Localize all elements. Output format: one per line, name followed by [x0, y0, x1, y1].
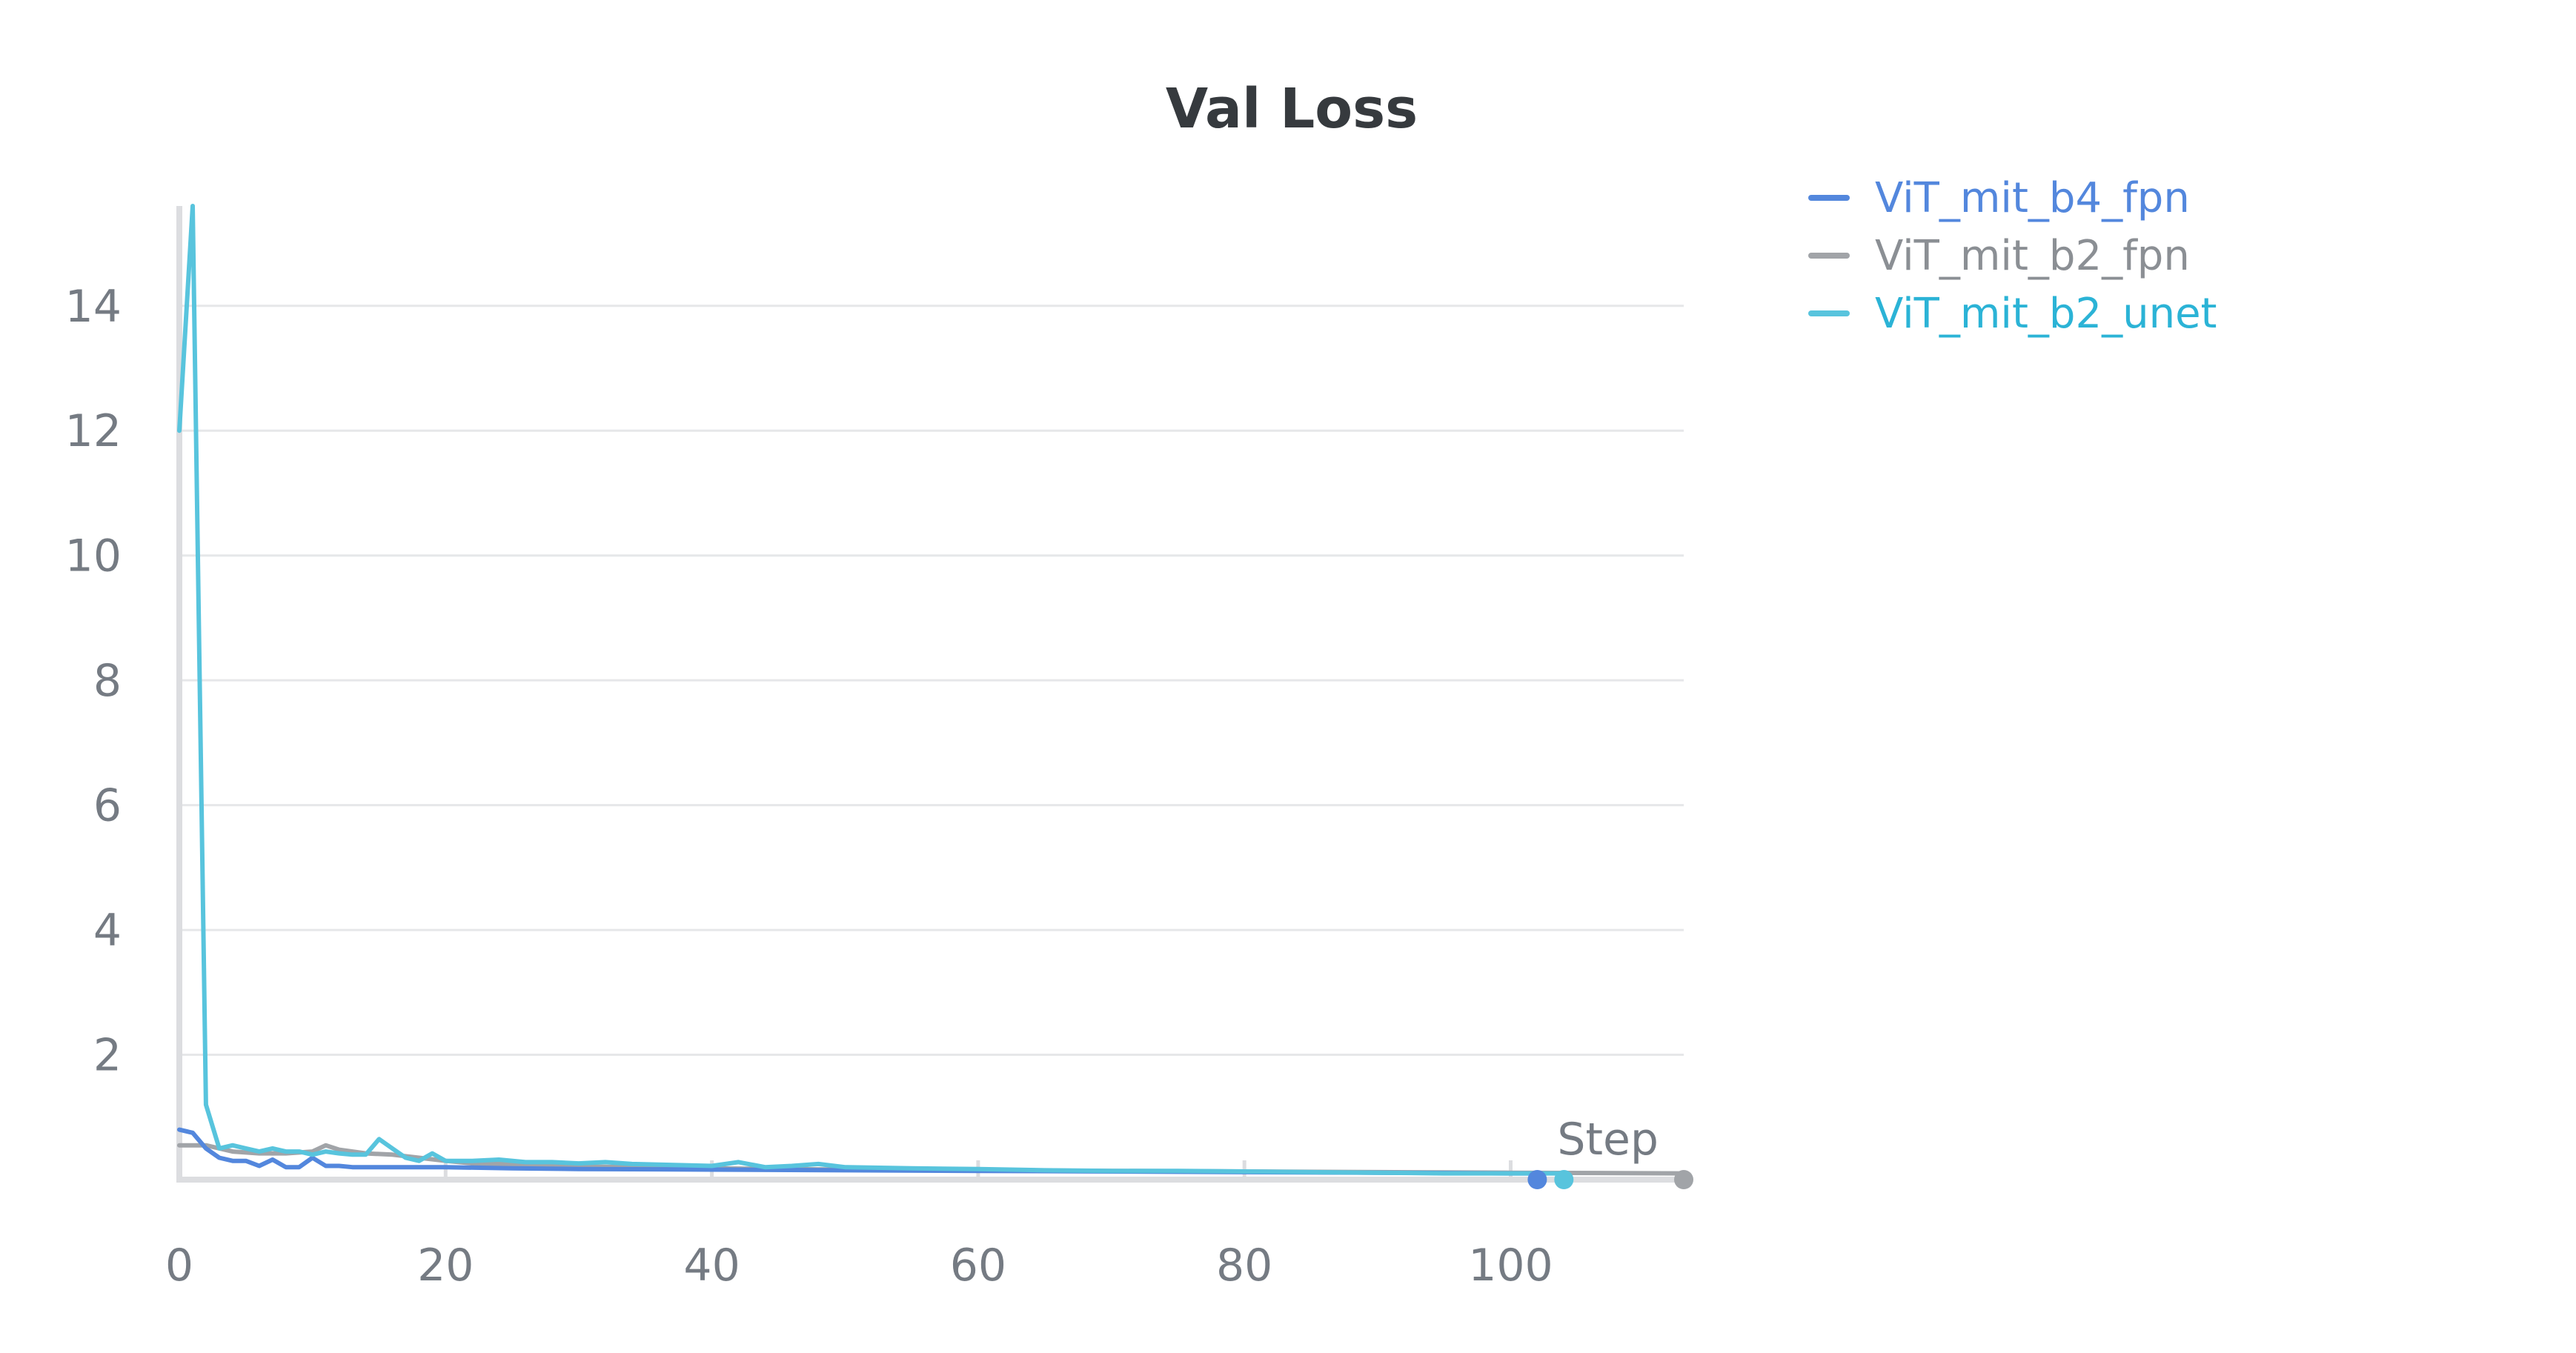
legend-item-vit-mit-b4-fpn[interactable]: ViT_mit_b4_fpn [1808, 169, 2217, 227]
legend-label: ViT_mit_b4_fpn [1875, 173, 2190, 222]
legend-item-vit-mit-b2-fpn[interactable]: ViT_mit_b2_fpn [1808, 227, 2217, 285]
legend: ViT_mit_b4_fpn ViT_mit_b2_fpn ViT_mit_b2… [1808, 169, 2217, 342]
legend-item-vit-mit-b2-unet[interactable]: ViT_mit_b2_unet [1808, 285, 2217, 342]
series-end-dot [1554, 1170, 1574, 1189]
y-tick-label: 10 [65, 531, 122, 582]
series-end-dot [1674, 1170, 1693, 1189]
legend-label: ViT_mit_b2_unet [1875, 289, 2217, 338]
series-end-markers [1527, 1170, 1693, 1189]
legend-swatch [1808, 195, 1850, 201]
axes [176, 206, 1684, 1183]
legend-swatch [1808, 253, 1850, 259]
y-tick-label: 2 [93, 1030, 122, 1082]
x-tick-label: 0 [165, 1240, 193, 1292]
y-tick-label: 6 [93, 780, 122, 832]
x-axis-label: Step [1557, 1114, 1659, 1166]
series-lines [177, 204, 1686, 1176]
grid-lines [179, 305, 1684, 1057]
y-tick-label: 8 [93, 655, 122, 707]
x-tick-label: 100 [1468, 1240, 1553, 1292]
y-tick-label: 14 [65, 281, 122, 333]
x-tick-label: 60 [950, 1240, 1006, 1292]
series-end-dot [1527, 1170, 1547, 1189]
x-tick-label: 20 [417, 1240, 474, 1292]
x-tick-label: 80 [1216, 1240, 1272, 1292]
series-line-vit-mit-b2-unet [177, 204, 1567, 1176]
y-tick-label: 4 [93, 905, 122, 957]
y-tick-label: 12 [65, 405, 122, 457]
y-tick-labels: 2 4 6 8 10 12 14 [65, 281, 122, 1082]
legend-swatch [1808, 310, 1850, 316]
chart-title: Val Loss [1166, 77, 1418, 141]
x-tick-labels: 0 20 40 60 80 100 [165, 1240, 1553, 1292]
x-tick-label: 40 [683, 1240, 740, 1292]
legend-label: ViT_mit_b2_fpn [1875, 231, 2190, 280]
